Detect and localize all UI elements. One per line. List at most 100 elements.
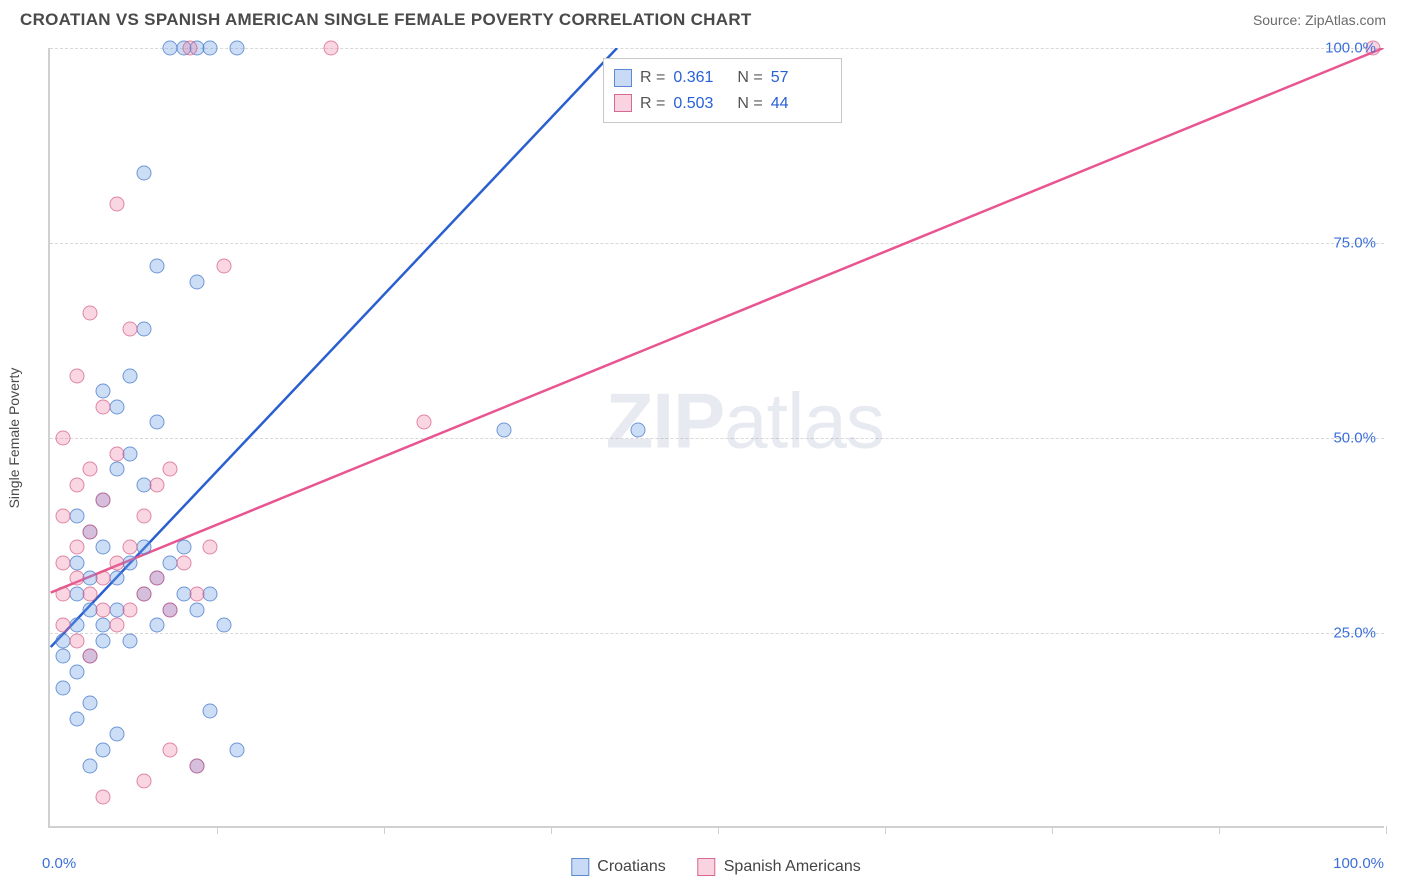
data-point bbox=[83, 306, 98, 321]
chart-title: CROATIAN VS SPANISH AMERICAN SINGLE FEMA… bbox=[20, 10, 752, 30]
data-point bbox=[123, 321, 138, 336]
data-point bbox=[323, 41, 338, 56]
data-point bbox=[69, 368, 84, 383]
stats-row-croatians: R = 0.361 N = 57 bbox=[614, 65, 827, 91]
data-point bbox=[69, 665, 84, 680]
data-point bbox=[136, 321, 151, 336]
legend: Croatians Spanish Americans bbox=[571, 858, 860, 876]
x-tick-end: 100.0% bbox=[1333, 855, 1384, 872]
data-point bbox=[149, 259, 164, 274]
data-point bbox=[109, 446, 124, 461]
data-point bbox=[56, 431, 71, 446]
data-point bbox=[96, 743, 111, 758]
data-point bbox=[497, 423, 512, 438]
data-point bbox=[136, 165, 151, 180]
chart-header: CROATIAN VS SPANISH AMERICAN SINGLE FEMA… bbox=[0, 0, 1406, 38]
data-point bbox=[83, 649, 98, 664]
data-point bbox=[83, 524, 98, 539]
data-point bbox=[136, 540, 151, 555]
legend-swatch-pink-icon bbox=[698, 858, 716, 876]
data-point bbox=[96, 493, 111, 508]
y-tick-label: 75.0% bbox=[1333, 235, 1376, 252]
data-point bbox=[109, 571, 124, 586]
data-point bbox=[56, 509, 71, 524]
data-point bbox=[123, 540, 138, 555]
chart-area: ZIPatlas R = 0.361 N = 57 R = 0.503 N = … bbox=[48, 48, 1384, 828]
stats-row-spanish: R = 0.503 N = 44 bbox=[614, 91, 827, 117]
n-label: N = bbox=[737, 91, 762, 117]
data-point bbox=[163, 743, 178, 758]
r-value-croatians: 0.361 bbox=[673, 65, 729, 91]
data-point bbox=[109, 618, 124, 633]
data-point bbox=[69, 618, 84, 633]
data-point bbox=[96, 633, 111, 648]
data-point bbox=[163, 462, 178, 477]
source-attribution: Source: ZipAtlas.com bbox=[1253, 12, 1386, 28]
data-point bbox=[69, 477, 84, 492]
legend-item-spanish: Spanish Americans bbox=[698, 858, 861, 876]
data-point bbox=[83, 587, 98, 602]
data-point bbox=[69, 571, 84, 586]
x-tick-origin: 0.0% bbox=[42, 855, 76, 872]
data-point bbox=[136, 509, 151, 524]
n-value-croatians: 57 bbox=[771, 65, 827, 91]
data-point bbox=[56, 587, 71, 602]
trend-lines bbox=[50, 48, 1384, 826]
swatch-blue-icon bbox=[614, 69, 632, 87]
data-point bbox=[83, 696, 98, 711]
data-point bbox=[123, 555, 138, 570]
data-point bbox=[96, 602, 111, 617]
data-point bbox=[69, 509, 84, 524]
data-point bbox=[149, 571, 164, 586]
data-point bbox=[176, 540, 191, 555]
data-point bbox=[56, 649, 71, 664]
data-point bbox=[176, 555, 191, 570]
data-point bbox=[189, 275, 204, 290]
data-point bbox=[136, 774, 151, 789]
data-point bbox=[417, 415, 432, 430]
watermark-zip: ZIP bbox=[606, 377, 724, 465]
data-point bbox=[56, 618, 71, 633]
y-tick-label: 50.0% bbox=[1333, 430, 1376, 447]
data-point bbox=[83, 758, 98, 773]
data-point bbox=[203, 587, 218, 602]
data-point bbox=[69, 555, 84, 570]
data-point bbox=[189, 758, 204, 773]
y-tick-label: 100.0% bbox=[1325, 40, 1376, 57]
data-point bbox=[189, 602, 204, 617]
data-point bbox=[96, 540, 111, 555]
data-point bbox=[123, 368, 138, 383]
correlation-stats-box: R = 0.361 N = 57 R = 0.503 N = 44 bbox=[603, 58, 842, 123]
data-point bbox=[149, 618, 164, 633]
r-label: R = bbox=[640, 91, 665, 117]
data-point bbox=[216, 618, 231, 633]
data-point bbox=[109, 197, 124, 212]
data-point bbox=[183, 41, 198, 56]
data-point bbox=[56, 555, 71, 570]
data-point bbox=[69, 540, 84, 555]
data-point bbox=[203, 704, 218, 719]
swatch-pink-icon bbox=[614, 94, 632, 112]
data-point bbox=[96, 571, 111, 586]
data-point bbox=[123, 633, 138, 648]
data-point bbox=[109, 555, 124, 570]
legend-swatch-blue-icon bbox=[571, 858, 589, 876]
data-point bbox=[69, 633, 84, 648]
data-point bbox=[109, 462, 124, 477]
data-point bbox=[189, 587, 204, 602]
y-tick-label: 25.0% bbox=[1333, 625, 1376, 642]
data-point bbox=[109, 399, 124, 414]
data-point bbox=[83, 462, 98, 477]
data-point bbox=[630, 423, 645, 438]
watermark: ZIPatlas bbox=[606, 376, 884, 467]
r-value-spanish: 0.503 bbox=[673, 91, 729, 117]
data-point bbox=[149, 477, 164, 492]
n-label: N = bbox=[737, 65, 762, 91]
legend-label-croatians: Croatians bbox=[597, 858, 665, 876]
plot-region: ZIPatlas R = 0.361 N = 57 R = 0.503 N = … bbox=[48, 48, 1384, 828]
legend-label-spanish: Spanish Americans bbox=[724, 858, 861, 876]
data-point bbox=[123, 602, 138, 617]
data-point bbox=[96, 399, 111, 414]
data-point bbox=[230, 743, 245, 758]
data-point bbox=[216, 259, 231, 274]
